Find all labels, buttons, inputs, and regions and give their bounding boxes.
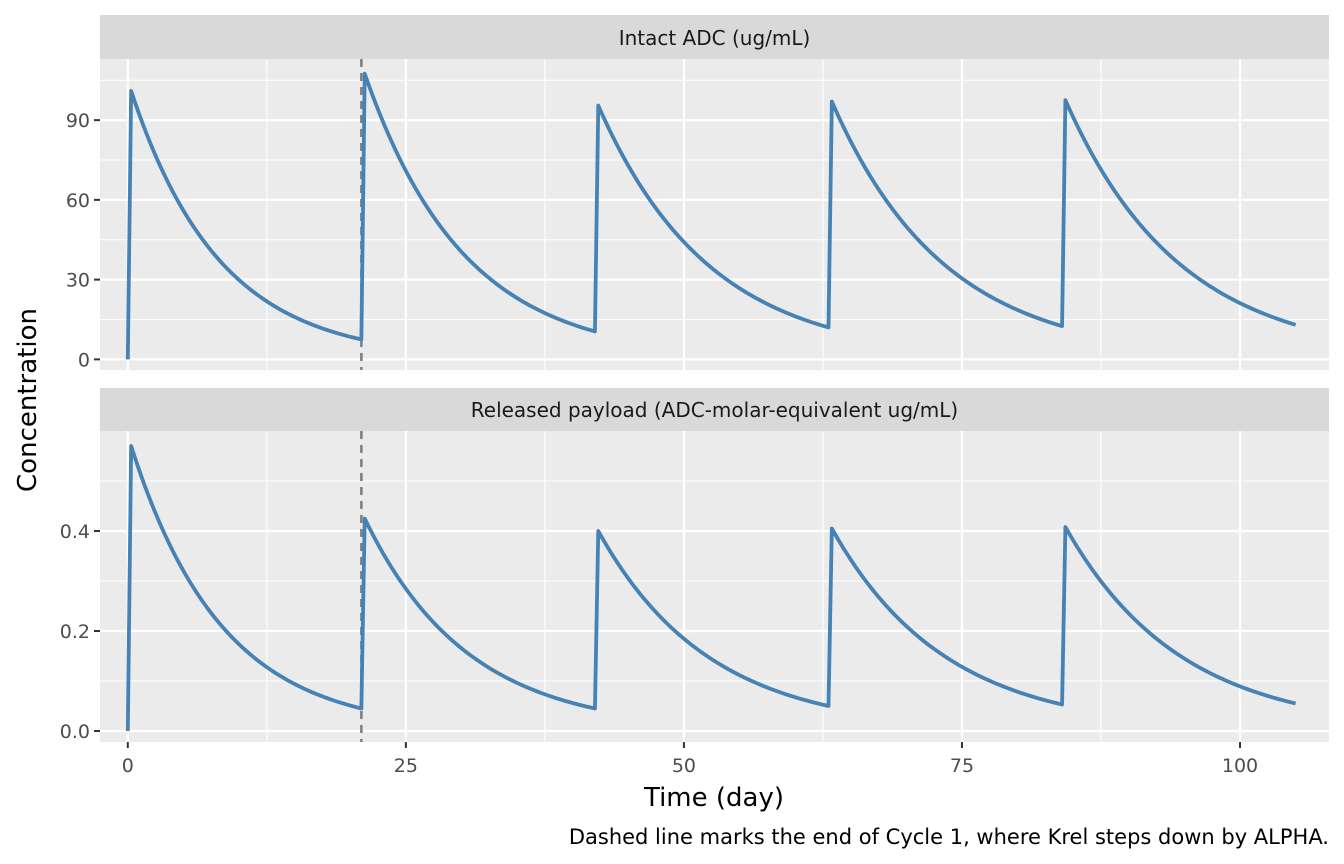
concentration-series-line xyxy=(125,444,1297,732)
gridlines-intact-adc xyxy=(100,59,1329,370)
x-tick-label: 100 xyxy=(1222,755,1258,777)
panel-released-payload: Released payload (ADC-molar-equivalent u… xyxy=(60,388,1329,743)
y-tick-label: 60 xyxy=(66,190,90,212)
gridlines-released-payload xyxy=(100,431,1329,742)
y-tick-label: 90 xyxy=(66,110,90,132)
strip-title-intact-adc: Intact ADC (ug/mL) xyxy=(619,26,811,50)
y-ticks-released-payload: 0.0 0.2 0.4 xyxy=(60,521,100,743)
y-tick-label: 0.2 xyxy=(60,621,90,643)
panel-background-intact-adc xyxy=(100,59,1329,370)
series-released-payload xyxy=(125,444,1297,732)
strip-title-released-payload: Released payload (ADC-molar-equivalent u… xyxy=(471,398,958,422)
panel-intact-adc: Intact ADC (ug/mL) 0 30 60 90 xyxy=(66,15,1329,371)
y-tick-label: 0.4 xyxy=(60,521,90,543)
concentration-series-line xyxy=(125,71,1297,360)
y-tick-label: 0 xyxy=(78,349,90,371)
strip-intact-adc xyxy=(100,15,1329,59)
x-tick-label: 0 xyxy=(122,755,134,777)
x-axis-title: Time (day) xyxy=(643,783,784,813)
series-intact-adc xyxy=(125,71,1297,360)
caption: Dashed line marks the end of Cycle 1, wh… xyxy=(569,825,1329,849)
y-ticks-intact-adc: 0 30 60 90 xyxy=(66,110,100,371)
y-axis-title: Concentration xyxy=(13,308,43,492)
x-tick-label: 50 xyxy=(672,755,696,777)
x-axis-ticks: 0 25 50 75 100 xyxy=(122,742,1258,777)
strip-released-payload xyxy=(100,388,1329,431)
panel-background-released-payload xyxy=(100,431,1329,742)
y-tick-label: 30 xyxy=(66,270,90,292)
x-tick-label: 75 xyxy=(950,755,974,777)
y-tick-label: 0.0 xyxy=(60,721,90,743)
x-tick-label: 25 xyxy=(394,755,418,777)
